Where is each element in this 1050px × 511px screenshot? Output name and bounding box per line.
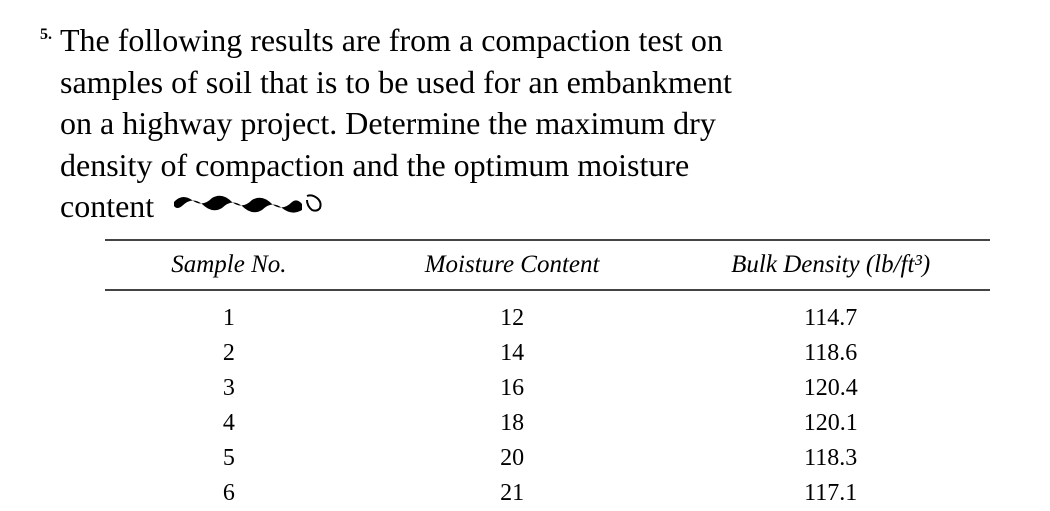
question-container: 5. The following results are from a comp…: [60, 20, 990, 231]
question-number: 5.: [40, 26, 52, 44]
cell-density: 117.1: [671, 476, 990, 511]
question-line-1: The following results are from a compact…: [60, 22, 723, 58]
cell-moisture: 18: [353, 406, 672, 441]
redaction-mark-icon: [172, 189, 332, 231]
table-row: 2 14 118.6: [105, 336, 990, 371]
cell-sample: 3: [105, 371, 353, 406]
data-table-container: Sample No. Moisture Content Bulk Density…: [105, 239, 990, 511]
cell-sample: 5: [105, 441, 353, 476]
cell-density: 120.4: [671, 371, 990, 406]
table-row: 6 21 117.1: [105, 476, 990, 511]
cell-moisture: 21: [353, 476, 672, 511]
cell-sample: 6: [105, 476, 353, 511]
cell-moisture: 16: [353, 371, 672, 406]
compaction-data-table: Sample No. Moisture Content Bulk Density…: [105, 239, 990, 511]
cell-moisture: 14: [353, 336, 672, 371]
table-body: 1 12 114.7 2 14 118.6 3 16 120.4 4 18 12…: [105, 290, 990, 511]
cell-density: 120.1: [671, 406, 990, 441]
cell-moisture: 12: [353, 290, 672, 336]
question-line-4: density of compaction and the optimum mo…: [60, 147, 689, 183]
table-row: 4 18 120.1: [105, 406, 990, 441]
table-header-row: Sample No. Moisture Content Bulk Density…: [105, 240, 990, 290]
cell-density: 118.6: [671, 336, 990, 371]
cell-sample: 2: [105, 336, 353, 371]
question-text: The following results are from a compact…: [60, 20, 990, 231]
table-row: 3 16 120.4: [105, 371, 990, 406]
cell-sample: 4: [105, 406, 353, 441]
table-row: 1 12 114.7: [105, 290, 990, 336]
question-line-2: samples of soil that is to be used for a…: [60, 64, 732, 100]
cell-sample: 1: [105, 290, 353, 336]
cell-moisture: 20: [353, 441, 672, 476]
cell-density: 114.7: [671, 290, 990, 336]
cell-density: 118.3: [671, 441, 990, 476]
question-line-5: content: [60, 188, 154, 224]
header-sample-no: Sample No.: [105, 240, 353, 290]
table-row: 5 20 118.3: [105, 441, 990, 476]
question-line-3: on a highway project. Determine the maxi…: [60, 105, 716, 141]
header-moisture: Moisture Content: [353, 240, 672, 290]
header-density: Bulk Density (lb/ft³): [671, 240, 990, 290]
